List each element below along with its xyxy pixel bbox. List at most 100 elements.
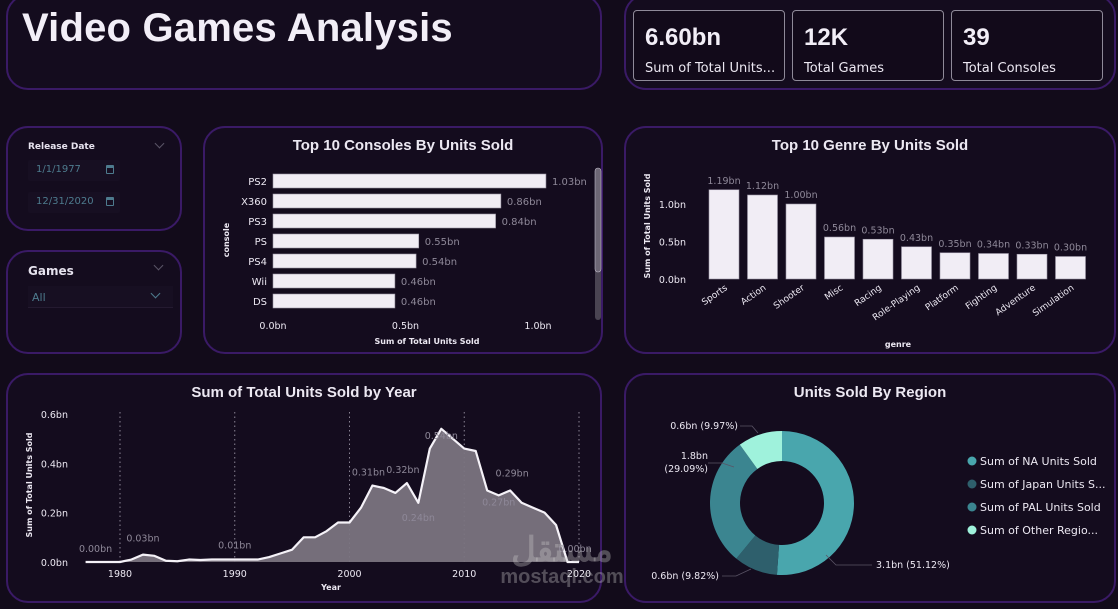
- consoles-bar-chart: PS2 1.03bn X360 0.86bn PS3 0.84bn PS 0.55bn PS4 0…: [222, 167, 602, 346]
- y-tick-label: PS: [255, 237, 267, 248]
- legend-label[interactable]: Sum of Japan Units S...: [980, 478, 1106, 491]
- x-axis-title: genre: [885, 340, 912, 349]
- data-label: 0.00bn: [79, 544, 112, 555]
- chart-title: Top 10 Genre By Units Sold: [771, 137, 969, 154]
- data-label: 0.33bn: [1015, 240, 1048, 251]
- chevron-down-icon[interactable]: [154, 138, 165, 149]
- x-tick-label: Simulation: [1031, 283, 1076, 319]
- scrollbar-thumb[interactable]: [594, 167, 602, 273]
- data-label: 0.86bn: [507, 197, 542, 208]
- legend-label[interactable]: Sum of NA Units Sold: [980, 455, 1097, 468]
- data-label: 0.31bn: [352, 468, 385, 479]
- data-label: 0.35bn: [938, 239, 971, 250]
- chart-title: Sum of Total Units Sold by Year: [191, 384, 417, 401]
- slice-label: 0.6bn (9.97%): [670, 421, 738, 432]
- x-tick-label: 2010: [452, 569, 476, 580]
- bar: [747, 194, 778, 280]
- data-label: 0.27bn: [482, 497, 515, 508]
- y-tick-label: 1.0bn: [659, 200, 686, 211]
- kpi-panel: 6.60bn Sum of Total Units... 12K Total G…: [624, 0, 1116, 90]
- legend-label[interactable]: Sum of Other Regio...: [980, 524, 1098, 537]
- watermark-arabic: مستقل: [511, 531, 613, 569]
- legend-marker[interactable]: [967, 502, 977, 512]
- y-axis-title: Sum of Total Units Sold: [25, 432, 34, 537]
- donut-slice[interactable]: [736, 535, 780, 575]
- data-label: 0.03bn: [126, 534, 159, 545]
- y-tick-label: PS3: [248, 217, 267, 228]
- bar: [862, 238, 894, 280]
- chart-title: Units Sold By Region: [793, 384, 947, 401]
- y-tick-label: 0.6bn: [41, 410, 68, 421]
- kpi-label: Total Consoles: [963, 61, 1056, 76]
- x-tick-label: Misc: [823, 283, 845, 303]
- bar: [1055, 256, 1086, 280]
- data-label: 0.00bn: [558, 544, 591, 555]
- x-axis-title: Year: [320, 583, 341, 592]
- genre-bar-chart: 0.0bn 0.5bn 1.0bn 1.19bn Sports 1.12bn Action 1…: [643, 173, 1087, 349]
- donut-slice[interactable]: [710, 444, 758, 559]
- data-label: 0.43bn: [900, 233, 933, 244]
- games-dropdown[interactable]: All: [28, 286, 173, 308]
- y-axis-title: console: [222, 222, 231, 257]
- leader-line: [825, 554, 872, 566]
- kpi-label: Total Games: [804, 61, 884, 76]
- page-title: Video Games Analysis: [22, 6, 453, 50]
- bar: [901, 246, 932, 280]
- x-tick-label: Sports: [700, 283, 730, 308]
- end-date-value: 12/31/2020: [36, 196, 94, 207]
- calendar-icon[interactable]: [106, 165, 114, 174]
- legend-marker[interactable]: [967, 525, 977, 535]
- x-tick-label: Adventure: [994, 283, 1038, 318]
- x-tick-label: Platform: [924, 283, 961, 313]
- bar: [824, 236, 855, 280]
- start-date-input[interactable]: 1/1/1977: [28, 160, 120, 181]
- release-date-slicer: Release Date 1/1/1977 12/31/2020: [6, 126, 182, 231]
- y-tick-label: Wii: [252, 277, 267, 288]
- leader-line: [708, 462, 735, 468]
- legend-marker[interactable]: [967, 456, 977, 466]
- slice-label: 3.1bn (51.12%): [876, 560, 950, 571]
- y-axis-title: Sum of Total Units Sold: [643, 173, 652, 278]
- kpi-card-total-games[interactable]: 12K Total Games: [792, 10, 944, 81]
- x-tick-label: 2000: [337, 569, 361, 580]
- title-panel: Video Games Analysis: [6, 0, 602, 90]
- release-date-title: Release Date: [28, 142, 95, 152]
- donut-slice[interactable]: [776, 431, 854, 575]
- y-tick-label: X360: [241, 197, 267, 208]
- x-tick-label: 2020: [567, 569, 591, 580]
- legend-marker[interactable]: [967, 479, 977, 489]
- data-label: 0.55bn: [425, 237, 460, 248]
- kpi-value: 39: [963, 24, 990, 51]
- bar: [978, 253, 1009, 280]
- chart-title: Top 10 Consoles By Units Sold: [292, 137, 514, 154]
- data-label: 0.29bn: [496, 468, 529, 479]
- x-tick-label: Action: [739, 283, 768, 307]
- kpi-card-total-units[interactable]: 6.60bn Sum of Total Units...: [633, 10, 785, 81]
- chevron-down-icon[interactable]: [153, 260, 164, 271]
- bar: [272, 253, 417, 269]
- data-label: 1.19bn: [707, 176, 740, 187]
- x-tick-label: Fighting: [964, 283, 999, 312]
- y-tick-label: 0.5bn: [659, 238, 686, 249]
- kpi-card-total-consoles[interactable]: 39 Total Consoles: [951, 10, 1103, 81]
- end-date-input[interactable]: 12/31/2020: [28, 192, 120, 213]
- bar: [272, 233, 420, 249]
- x-tick-label: 0.0bn: [259, 321, 286, 332]
- slice-label: (29.09%): [664, 464, 708, 475]
- calendar-icon[interactable]: [106, 197, 114, 206]
- y-tick-label: 0.4bn: [41, 459, 68, 470]
- y-tick-label: DS: [253, 297, 267, 308]
- watermark-text: mostaql.com: [500, 566, 624, 588]
- y-tick-label: PS2: [248, 177, 267, 188]
- donut-slice[interactable]: [739, 431, 782, 469]
- bar: [785, 203, 817, 280]
- games-selected-value: All: [32, 291, 46, 304]
- bar: [272, 293, 396, 309]
- data-label: 0.56bn: [823, 223, 856, 234]
- legend-label[interactable]: Sum of PAL Units Sold: [980, 501, 1101, 514]
- data-label: 0.32bn: [386, 465, 419, 476]
- data-label: 0.01bn: [218, 541, 251, 552]
- region-donut-chart: 3.1bn (51.12%) 0.6bn (9.82%) 1.8bn (29.09%)…: [651, 421, 1106, 582]
- data-label: 1.12bn: [746, 181, 779, 192]
- bar: [272, 173, 547, 189]
